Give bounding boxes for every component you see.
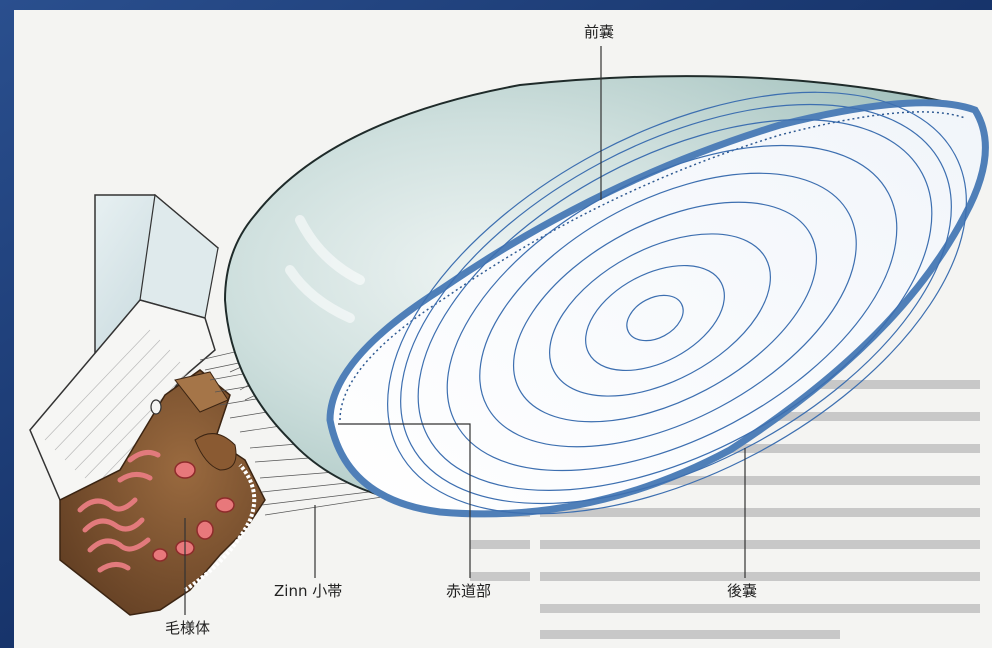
leader-lines [184,46,746,615]
label-ciliary-body: 毛様体 [165,619,211,637]
label-posterior-capsule: 後嚢 [727,582,758,600]
label-anterior-capsule: 前嚢 [584,23,615,41]
lens [223,75,989,518]
leader-equator [338,423,471,578]
ciliary-body [59,369,266,616]
sclera-block [29,193,219,502]
label-equator: 赤道部 [446,582,492,600]
label-zonule: Zinn 小帯 [274,582,343,600]
